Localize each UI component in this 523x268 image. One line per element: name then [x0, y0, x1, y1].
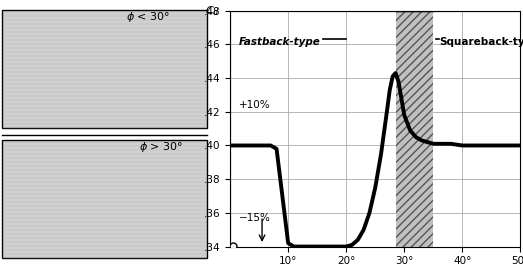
FancyBboxPatch shape: [2, 140, 207, 258]
Text: $\phi$ > 30°: $\phi$ > 30°: [139, 140, 184, 154]
FancyBboxPatch shape: [2, 10, 207, 128]
Text: Squareback-type: Squareback-type: [439, 37, 523, 47]
Bar: [395, 11, 433, 247]
Text: $\phi$ < 30°: $\phi$ < 30°: [126, 10, 170, 24]
Text: Fastback-type: Fastback-type: [239, 37, 321, 47]
Text: −15%: −15%: [239, 213, 271, 223]
Text: +10%: +10%: [239, 100, 270, 110]
Text: $C_d$: $C_d$: [205, 4, 220, 18]
